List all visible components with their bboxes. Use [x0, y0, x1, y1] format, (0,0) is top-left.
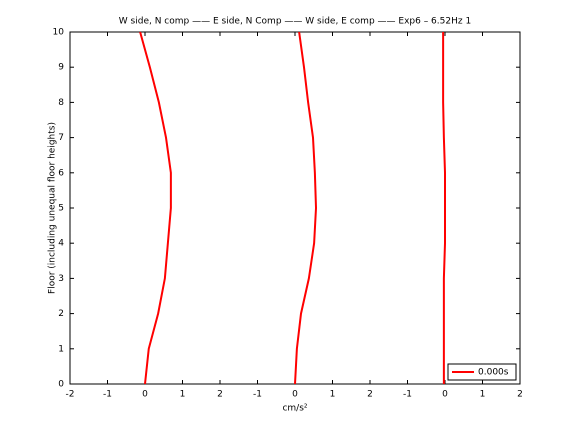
y-tick-label: 2: [58, 309, 64, 319]
x-tick-label: -1: [253, 390, 262, 400]
y-tick-label: 1: [58, 344, 64, 354]
y-tick-label: 7: [58, 133, 64, 143]
x-tick-label: 0: [292, 390, 298, 400]
y-tick-label: 3: [58, 274, 64, 284]
profile-line: [294, 31, 318, 385]
legend-box: [447, 363, 517, 381]
x-tick-label: 1: [330, 390, 336, 400]
profile-line: [442, 32, 446, 384]
profile-line: [139, 31, 172, 385]
x-tick-label: 2: [217, 390, 223, 400]
x-tick-label: -2: [66, 390, 75, 400]
x-tick-label: 1: [480, 390, 486, 400]
x-tick-label: -1: [403, 390, 412, 400]
x-tick-label: 0: [442, 390, 448, 400]
y-tick-label: 9: [58, 63, 64, 73]
y-tick-label: 4: [58, 239, 64, 249]
legend-label: 0.000s: [478, 368, 509, 378]
y-tick-label: 8: [58, 98, 64, 108]
y-tick-label: 6: [58, 168, 64, 178]
x-tick-label: -1: [103, 390, 112, 400]
x-axis-label: cm/s²: [282, 404, 307, 414]
plot-box: [69, 31, 521, 385]
y-tick-label: 0: [58, 380, 64, 390]
x-tick-label: 1: [180, 390, 186, 400]
y-tick-label: 5: [58, 204, 64, 214]
x-tick-label: 2: [517, 390, 523, 400]
x-tick-label: 0: [142, 390, 148, 400]
x-tick-label: 2: [367, 390, 373, 400]
y-tick-label: 10: [53, 28, 65, 38]
y-axis-label: Floor (including unequal floor heights): [48, 122, 58, 294]
chart-title: W side, N comp —— E side, N Comp —— W si…: [119, 17, 471, 27]
